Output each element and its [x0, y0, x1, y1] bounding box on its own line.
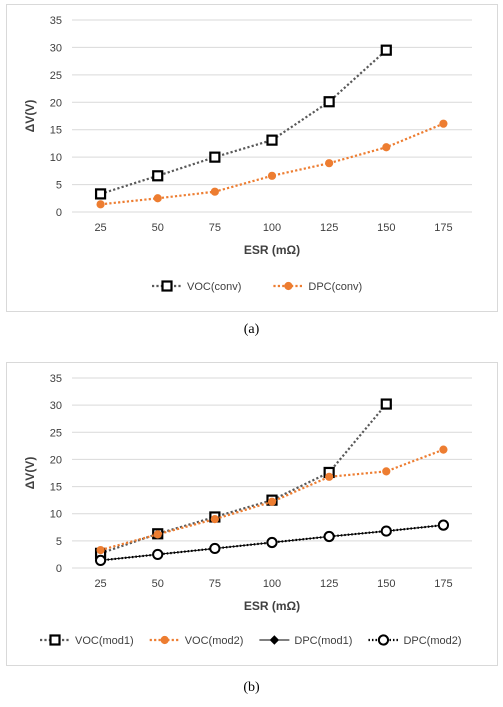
chart-b-legend-label-0: VOC(mod1): [75, 635, 134, 647]
chart-a-y-tick-label: 10: [50, 152, 62, 164]
chart-b-legend-marker-3: [377, 634, 390, 646]
chart-b-data-point-1: [325, 472, 334, 481]
chart-b-x-tick-label: 25: [94, 578, 106, 590]
chart-b-x-axis-title: ESR (mΩ): [244, 599, 300, 613]
chart-b-x-tick-label: 75: [209, 578, 221, 590]
chart-b-series-line-0: [100, 403, 388, 555]
chart-b-legend-label-1: VOC(mod2): [185, 635, 244, 647]
chart-b-data-point-1: [439, 445, 448, 454]
chart-b-legend-marker-2: [269, 635, 280, 645]
chart-a-y-tick-label: 35: [50, 15, 62, 27]
chart-a-series-line-0: [100, 49, 388, 195]
chart-a-y-axis-title: ΔV(V): [23, 100, 37, 133]
chart-b-x-tick-label: 150: [377, 578, 395, 590]
chart-a-y-tick-label: 25: [50, 70, 62, 82]
chart-b-data-point-3: [437, 519, 450, 531]
chart-panel-a: 0 5 10 15 20 25 30 35 25 50 75 100 125 150 175 ESR (mΩ)…: [6, 4, 498, 312]
chart-b-x-tick-label: 50: [152, 578, 164, 590]
chart-b-data-point-3: [380, 525, 392, 537]
chart-a-x-tick-label: 150: [377, 222, 395, 234]
chart-a-x-tick-label: 100: [263, 222, 281, 234]
chart-b-data-point-3: [94, 554, 107, 566]
chart-a-data-point-0: [380, 44, 392, 56]
chart-a-y-tick-label: 0: [56, 207, 62, 219]
chart-a-data-point-1: [267, 171, 277, 180]
chart-a-legend-marker-1: [284, 281, 293, 291]
chart-b-data-point-1: [267, 497, 277, 506]
chart-b-data-point-3: [152, 548, 164, 561]
chart-b-y-tick-label: 0: [56, 563, 62, 575]
chart-b-legend-marker-1: [160, 635, 169, 645]
chart-b-legend-marker-0: [49, 634, 61, 646]
chart-b-y-tick-label: 35: [50, 373, 62, 385]
chart-a-data-point-1: [96, 200, 105, 209]
chart-b-x-tick-label: 125: [320, 578, 338, 590]
chart-a-x-axis-title: ESR (mΩ): [244, 243, 300, 257]
chart-a-data-point-1: [210, 187, 219, 196]
chart-b-data-point-0: [380, 398, 392, 410]
chart-b-x-tick-label: 100: [263, 578, 281, 590]
chart-b-data-point-1: [382, 467, 391, 476]
chart-a-data-point-1: [153, 194, 162, 203]
chart-b-data-point-3: [209, 542, 221, 555]
chart-a-y-tick-label: 15: [50, 125, 62, 137]
chart-b-y-tick-label: 10: [50, 509, 62, 521]
chart-b-data-point-3: [266, 536, 278, 549]
chart-a-data-point-1: [325, 159, 334, 168]
chart-a-y-tick-label: 20: [50, 97, 62, 109]
chart-b-legend-label-3: DPC(mod2): [403, 635, 461, 647]
chart-a-data-point-1: [439, 119, 448, 128]
chart-panel-b: 0 5 10 15 20 25 30 35 25 50 75 100 125 150 175 ESR (mΩ)…: [6, 362, 498, 666]
chart-b-data-point-1: [153, 530, 162, 539]
chart-a-x-tick-label: 125: [320, 222, 338, 234]
chart-a-y-tick-label: 5: [56, 180, 62, 192]
chart-a-x-tick-label: 25: [94, 222, 106, 234]
caption-a: (a): [243, 322, 260, 337]
chart-a-data-point-0: [94, 188, 107, 200]
chart-a-x-tick-label: 50: [152, 222, 164, 234]
chart-b-legend-label-2: DPC(mod1): [294, 635, 352, 647]
chart-b: 0 5 10 15 20 25 30 35 25 50 75 100 125 150 175 ESR (mΩ)…: [23, 373, 472, 647]
chart-a-data-point-0: [323, 96, 335, 108]
chart-b-y-tick-label: 15: [50, 482, 62, 494]
chart-b-y-tick-label: 20: [50, 454, 62, 466]
chart-a-data-point-0: [266, 134, 278, 146]
chart-a-legend-label-1: DPC(conv): [308, 281, 362, 293]
chart-a-legend-marker-0: [161, 280, 173, 292]
caption-b: (b): [243, 680, 260, 695]
chart-a-y-tick-label: 30: [50, 42, 62, 54]
chart-a-data-point-0: [209, 151, 221, 163]
chart-a: 0 5 10 15 20 25 30 35 25 50 75 100 125 150 175 ESR (mΩ)…: [23, 15, 472, 293]
chart-b-x-tick-label: 175: [434, 578, 452, 590]
chart-a-legend-label-0: VOC(conv): [187, 281, 241, 293]
chart-b-y-tick-label: 25: [50, 427, 62, 439]
chart-a-data-point-1: [382, 143, 391, 152]
chart-b-y-axis-title: ΔV(V): [23, 457, 37, 490]
chart-b-y-tick-label: 30: [50, 400, 62, 412]
chart-a-x-tick-label: 75: [209, 222, 221, 234]
chart-b-data-point-3: [323, 530, 335, 543]
chart-a-data-point-0: [152, 170, 164, 182]
chart-b-y-tick-label: 5: [56, 536, 62, 548]
chart-b-data-point-1: [96, 545, 105, 555]
chart-b-data-point-1: [210, 515, 219, 524]
chart-a-x-tick-label: 175: [434, 222, 452, 234]
